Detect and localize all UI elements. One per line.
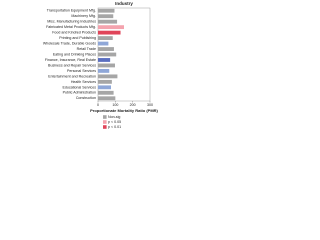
x-tick-label: 300: [147, 103, 153, 107]
chart: Industry Proportionate Mortality Ratio (…: [43, 1, 159, 129]
bar: [98, 19, 118, 24]
category-label: Food and Kindred Products: [52, 31, 96, 35]
category-label: Misc. Manufacturing Industries: [47, 20, 96, 24]
bar: [98, 47, 114, 51]
category-label: Educational Services: [62, 85, 96, 89]
bar: [98, 30, 121, 35]
bar: [98, 74, 118, 79]
x-axis-label: Proportionate Mortality Ratio (PMR): [90, 108, 158, 113]
legend-swatch: [103, 125, 107, 129]
bar: [98, 8, 115, 13]
category-label: Entertainment and Recreation: [48, 74, 96, 78]
category-label: Finance, Insurance, Real Estate: [45, 58, 96, 62]
category-label: Health Services: [71, 80, 96, 84]
bar: [98, 14, 114, 19]
x-tick-label: 100: [112, 103, 118, 107]
legend-swatch: [103, 120, 107, 124]
legend-label: p < 0.01: [108, 125, 121, 129]
category-label: Wholesale Trade, Durable Goods: [43, 42, 96, 46]
bar: [98, 36, 113, 41]
bar: [98, 90, 114, 95]
bar: [98, 79, 112, 84]
category-label: Printing and Publishing: [59, 36, 96, 40]
category-label: Construction: [76, 96, 96, 100]
category-label: Fabricated Metal Products Mfg.: [46, 25, 96, 29]
bar: [98, 68, 110, 73]
legend-label: Non-sig: [108, 115, 120, 119]
category-label: Retail Trade: [77, 47, 96, 51]
category-label: Business and Repair Services: [48, 63, 96, 67]
legend-swatch: [103, 115, 107, 119]
bar: [98, 58, 111, 62]
x-tick-label: 200: [130, 103, 136, 107]
category-label: Machinery Mfg.: [71, 14, 96, 18]
category-label: Personal Services: [67, 69, 96, 73]
bar: [98, 25, 124, 30]
x-tick-label: 0: [97, 103, 99, 107]
chart-title: Industry: [115, 1, 133, 6]
category-label: Public Administration: [63, 91, 96, 95]
legend-label: p < 0.05: [108, 120, 121, 124]
bar: [98, 41, 109, 46]
bar: [98, 63, 115, 68]
bar: [98, 52, 117, 57]
category-label: Transportation Equipment Mfg.: [47, 9, 96, 13]
bar: [98, 96, 116, 101]
bar: [98, 85, 111, 90]
category-label: Eating and Drinking Places: [53, 52, 96, 56]
